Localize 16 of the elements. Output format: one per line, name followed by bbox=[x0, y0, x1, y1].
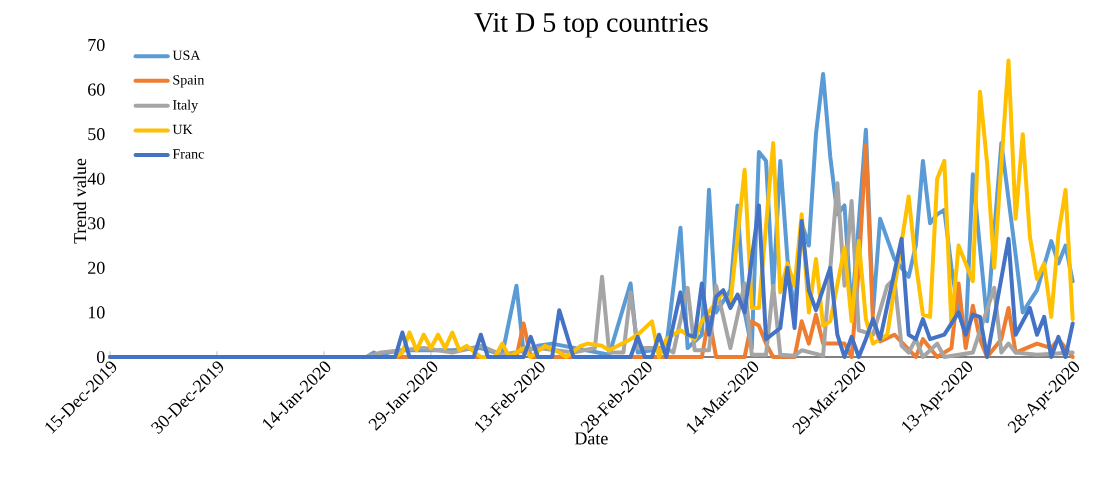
y-tick-label: 60 bbox=[88, 83, 105, 96]
legend-label: Spain bbox=[173, 75, 205, 88]
x-axis-title: Date bbox=[574, 432, 608, 445]
legend-label: Italy bbox=[172, 99, 199, 113]
y-tick-label: 10 bbox=[88, 306, 105, 319]
y-tick-label: 20 bbox=[88, 261, 105, 274]
chart-title: Vit D 5 top countries bbox=[474, 13, 708, 38]
legend-label: USA bbox=[172, 50, 201, 61]
y-tick-label: 0 bbox=[96, 350, 105, 364]
y-tick-label: 70 bbox=[88, 38, 105, 52]
legend-label: Franc bbox=[172, 149, 204, 159]
y-tick-label: 30 bbox=[88, 217, 105, 230]
y-tick-label: 40 bbox=[87, 172, 105, 185]
legend-label: UK bbox=[172, 124, 193, 135]
y-axis-title: Trend value bbox=[73, 158, 87, 244]
y-tick-label: 50 bbox=[88, 128, 105, 141]
